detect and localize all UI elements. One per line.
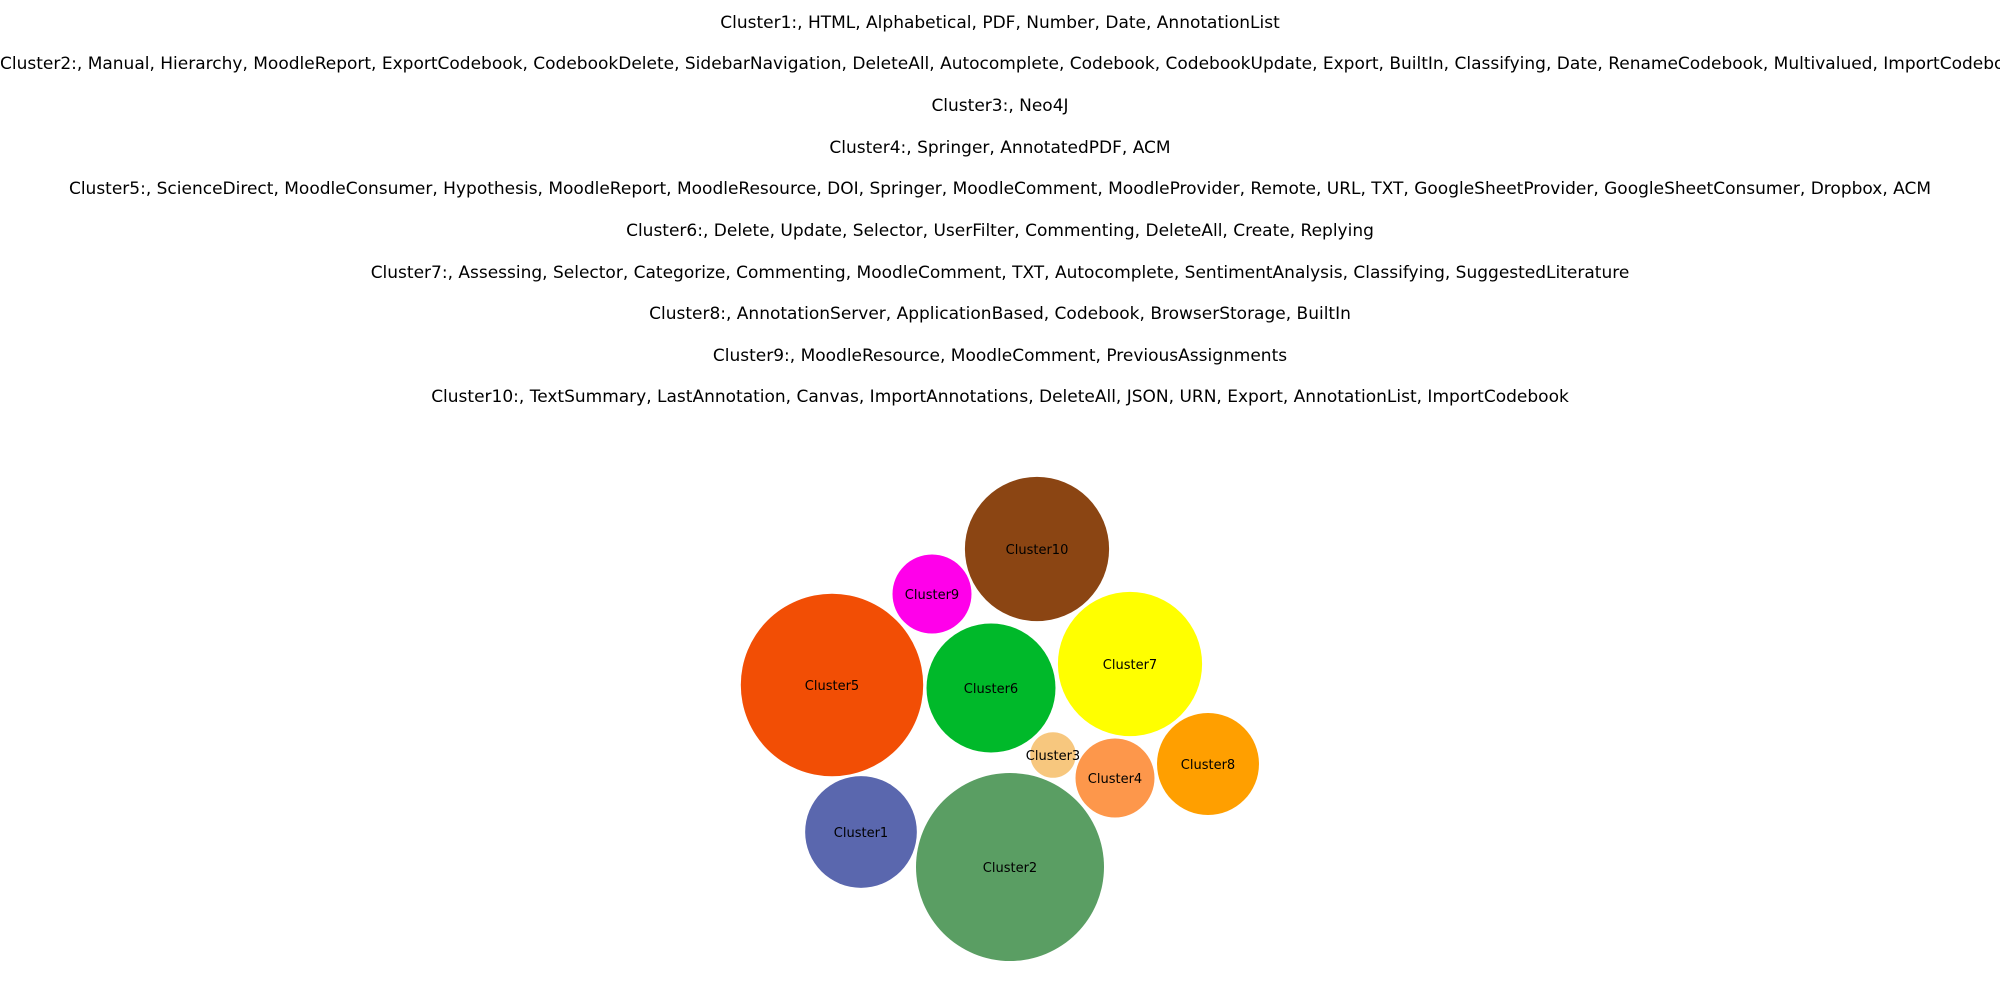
legend-line-cluster6: Cluster6:, Delete, Update, Selector, Use… xyxy=(626,221,1374,241)
bubble-label-cluster7: Cluster7 xyxy=(1103,658,1157,673)
legend-line-cluster8: Cluster8:, AnnotationServer, Application… xyxy=(649,304,1351,324)
bubble-cluster1 xyxy=(805,776,917,888)
bubble-cluster10 xyxy=(964,476,1110,622)
bubble-cluster6 xyxy=(926,623,1056,753)
legend-line-cluster2: Cluster2:, Manual, Hierarchy, MoodleRepo… xyxy=(0,54,2000,74)
bubble-label-cluster9: Cluster9 xyxy=(905,588,959,603)
legend-line-cluster9: Cluster9:, MoodleResource, MoodleComment… xyxy=(712,346,1288,366)
bubble-cluster2 xyxy=(916,773,1104,961)
legend-line-cluster3: Cluster3:, Neo4J xyxy=(931,96,1069,116)
bubble-label-cluster6: Cluster6 xyxy=(964,682,1018,697)
bubble-cluster3 xyxy=(1030,732,1076,778)
bubble-cluster8 xyxy=(1157,713,1259,815)
bubble-label-cluster1: Cluster1 xyxy=(834,826,888,841)
legend-line-cluster1: Cluster1:, HTML, Alphabetical, PDF, Numb… xyxy=(720,13,1280,33)
bubble-label-cluster10: Cluster10 xyxy=(1006,543,1069,558)
legend-line-cluster5: Cluster5:, ScienceDirect, MoodleConsumer… xyxy=(68,179,1932,199)
bubble-label-cluster8: Cluster8 xyxy=(1181,758,1235,773)
bubble-cluster5 xyxy=(740,593,924,777)
bubble-label-cluster5: Cluster5 xyxy=(805,679,859,694)
bubble-label-cluster2: Cluster2 xyxy=(983,861,1037,876)
bubble-cluster9 xyxy=(892,554,972,634)
legend-line-cluster10: Cluster10:, TextSummary, LastAnnotation,… xyxy=(431,387,1569,407)
bubble-label-cluster3: Cluster3 xyxy=(1026,749,1080,764)
legend-line-cluster4: Cluster4:, Springer, AnnotatedPDF, ACM xyxy=(829,138,1171,158)
bubble-label-cluster4: Cluster4 xyxy=(1088,772,1142,787)
legend-line-cluster7: Cluster7:, Assessing, Selector, Categori… xyxy=(370,263,1630,283)
bubble-cluster7 xyxy=(1057,591,1203,737)
bubble-cluster4 xyxy=(1075,738,1155,818)
